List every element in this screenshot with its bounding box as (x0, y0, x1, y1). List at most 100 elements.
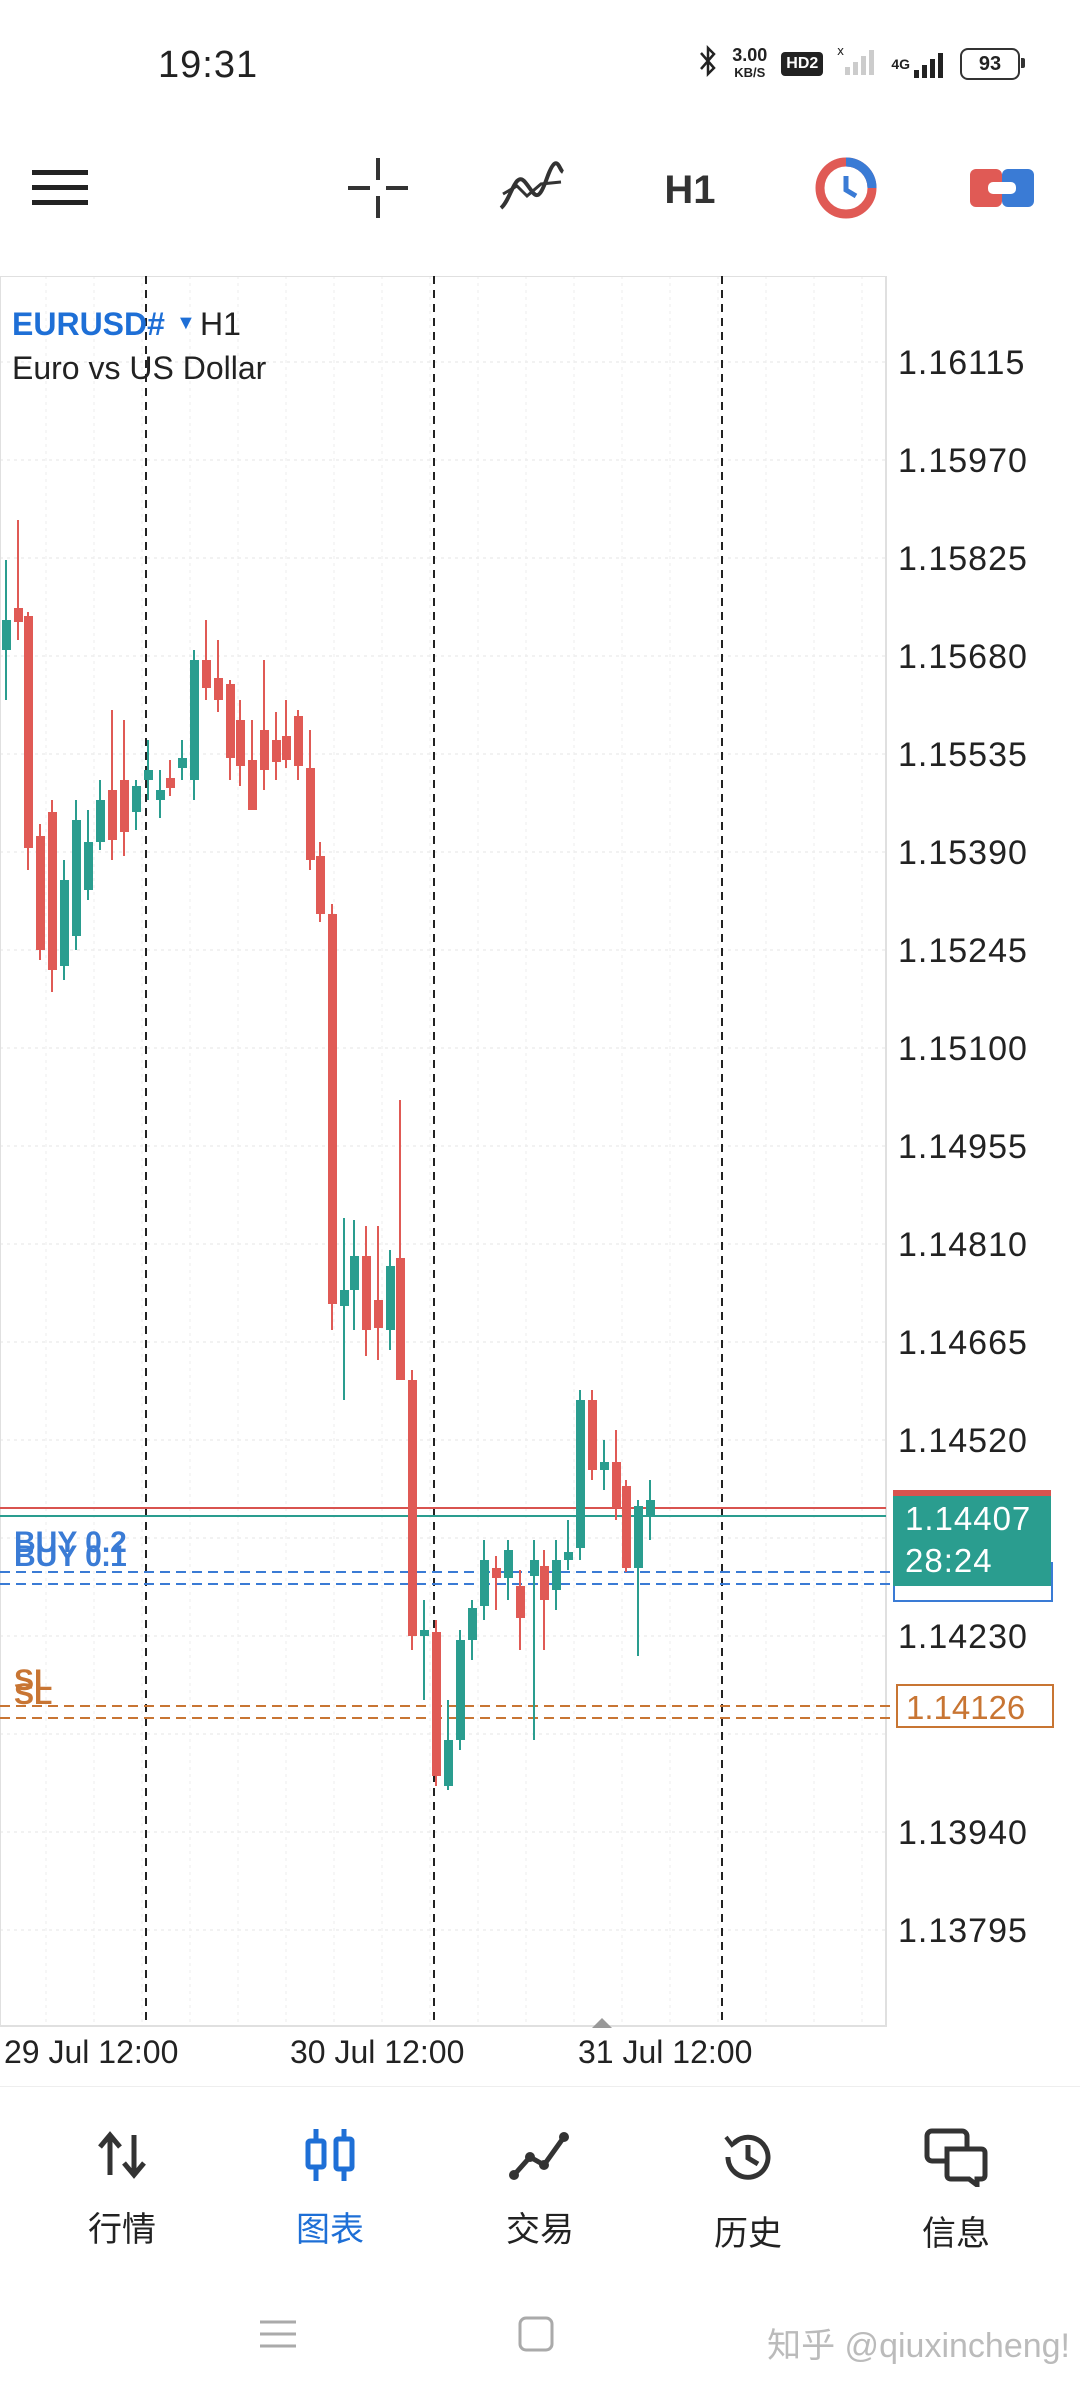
svg-text:x: x (837, 45, 844, 58)
time-scroll-marker (592, 2018, 612, 2028)
messages-icon (923, 2127, 989, 2192)
candle-body (272, 740, 281, 762)
status-time: 19:31 (158, 44, 259, 86)
candle-body (202, 660, 211, 688)
candle-body (530, 1560, 539, 1576)
nav-history[interactable]: 历史 (678, 2127, 818, 2255)
candle-body (612, 1462, 621, 1508)
candle-body (282, 736, 291, 760)
date-label: 31 Jul 12:00 (578, 2034, 753, 2070)
current-price-tag: 1.14407 28:24 (893, 1490, 1051, 1586)
price-level-label: 1.15100 (898, 1030, 1028, 1068)
candle-body (248, 760, 257, 810)
nav-trade[interactable]: 交易 (470, 2127, 610, 2251)
candle-body (60, 880, 69, 966)
candle-body (408, 1380, 417, 1636)
candle-body (120, 780, 129, 832)
candle-body (420, 1630, 429, 1636)
buy-order-label[interactable]: BUY 0.2 (14, 1526, 127, 1559)
watermark: 知乎 @qiuxincheng! (767, 2327, 1070, 2365)
price-level-label: 1.15680 (898, 638, 1028, 676)
price-level-label: 1.13795 (898, 1912, 1028, 1950)
price-level-label: 1.14230 (898, 1618, 1028, 1656)
indicators-button[interactable] (492, 140, 572, 240)
candle-body (24, 616, 33, 848)
plot-border (0, 276, 887, 2027)
price-chart[interactable] (0, 276, 1080, 2076)
candle-body (362, 1256, 371, 1330)
candle-body (190, 660, 199, 780)
nav-label: 交易 (506, 2210, 574, 2250)
candle-body (516, 1586, 525, 1618)
price-level-label: 1.16115 (898, 344, 1026, 382)
price-level-label: 1.14955 (898, 1128, 1028, 1166)
crosshair-button[interactable] (338, 140, 418, 240)
recents-icon[interactable] (260, 2316, 296, 2357)
candle-body (306, 768, 315, 860)
date-label: 29 Jul 12:00 (4, 2034, 179, 2070)
stop-loss-label[interactable]: SL (14, 1664, 53, 1697)
buy-order-label[interactable]: BUY 0.1 (14, 1540, 127, 1573)
network-speed-unit: KB/S (734, 65, 766, 80)
signal-4g-icon: 4G (891, 48, 946, 80)
candle-body (166, 778, 175, 788)
current-price: 1.14407 (905, 1500, 1032, 1537)
candle-body (132, 786, 141, 812)
chart-canvas[interactable] (0, 276, 1080, 2076)
candle-body (432, 1632, 441, 1776)
candle-body (552, 1560, 561, 1590)
network-speed-value: 3.00 (732, 45, 768, 65)
signal-weak-icon: x (837, 44, 877, 84)
price-level-label: 1.14810 (898, 1226, 1028, 1264)
price-level-label: 1.15535 (898, 736, 1028, 774)
candle-body (84, 842, 93, 890)
sl-price-tag: 1.14126 (896, 1684, 1054, 1728)
history-clock-icon (718, 2127, 778, 2192)
one-click-trading-button[interactable] (806, 140, 886, 240)
symbol-name[interactable]: EURUSD# (12, 306, 165, 342)
candle-body (456, 1640, 465, 1740)
bottom-navigation: 行情 图表 交易 历史 信息 (0, 2086, 1080, 2254)
menu-icon (32, 168, 88, 213)
candle-body (328, 914, 337, 1304)
candle-body (576, 1400, 585, 1548)
candle-body (564, 1552, 573, 1560)
price-level-label: 1.15825 (898, 540, 1028, 578)
candle-body (386, 1266, 395, 1330)
crosshair-icon (346, 156, 410, 225)
candle-body (144, 770, 153, 780)
hd-badge: HD2 (781, 52, 824, 76)
home-icon[interactable] (518, 2316, 554, 2357)
candle-body (634, 1506, 643, 1568)
nav-charts[interactable]: 图表 (260, 2127, 400, 2251)
candle-body (36, 836, 45, 950)
candle-body (294, 716, 303, 766)
nav-messages[interactable]: 信息 (886, 2127, 1026, 2255)
symbol-dropdown-icon[interactable]: ▼ (176, 312, 196, 334)
candle-body (14, 608, 23, 622)
candle-body (622, 1486, 631, 1568)
stop-loss-label[interactable]: SL (14, 1678, 53, 1711)
candle-body (396, 1258, 405, 1380)
menu-button[interactable] (20, 140, 100, 240)
battery-icon: 93 (960, 48, 1025, 80)
candle-body (492, 1568, 501, 1578)
price-level-label: 1.15390 (898, 834, 1028, 872)
candle-body (600, 1462, 609, 1470)
candle-body (540, 1566, 549, 1600)
candle-body (588, 1400, 597, 1470)
candle-body (72, 820, 81, 936)
timeframe-button[interactable]: H1 (664, 167, 716, 212)
candle-body (468, 1608, 477, 1640)
nav-label: 图表 (296, 2210, 364, 2250)
candle-body (48, 812, 57, 970)
chart-candles-icon (302, 2127, 358, 2188)
candle-body (646, 1500, 655, 1516)
quotes-arrows-icon (94, 2127, 150, 2188)
battery-level: 93 (978, 52, 1002, 75)
trade-toggle-button[interactable] (962, 140, 1042, 240)
chart-timeframe: H1 (200, 306, 241, 342)
candle-body (260, 730, 269, 770)
candle-body (444, 1740, 453, 1786)
nav-quotes[interactable]: 行情 (52, 2127, 192, 2251)
